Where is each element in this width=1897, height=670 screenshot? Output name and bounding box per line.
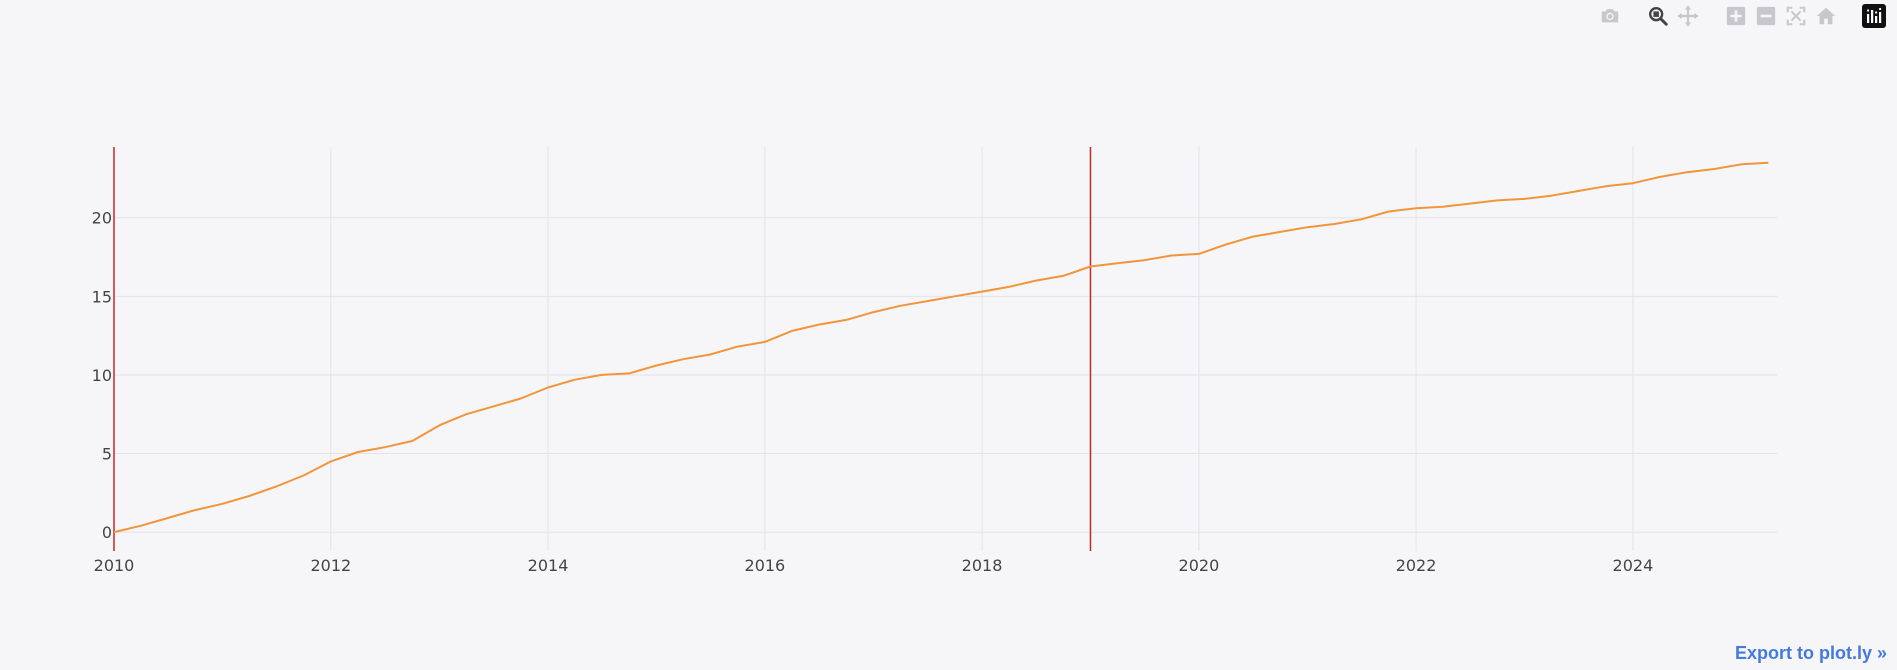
x-tick-label: 2016 [745, 556, 786, 575]
series-line[interactable] [113, 161, 1769, 534]
x-tick-label: 2012 [311, 556, 352, 575]
vertical-marker-lines [113, 147, 1092, 551]
y-tick-label: 20 [92, 209, 112, 228]
y-axis-tick-labels: 0 5 10 15 20 [92, 209, 112, 542]
autoscale-icon [1786, 6, 1806, 26]
download-png-button[interactable] [1595, 2, 1625, 30]
y-tick-label: 0 [102, 523, 112, 542]
zoom-out-icon [1756, 6, 1776, 26]
grid-lines [113, 147, 1777, 551]
export-to-plotly-link[interactable]: Export to plot.ly » [1734, 643, 1887, 663]
pan-icon [1677, 5, 1699, 27]
reset-axes-button[interactable] [1811, 2, 1841, 30]
zoom-button[interactable] [1643, 2, 1673, 30]
x-tick-label: 2018 [962, 556, 1003, 575]
modebar-group-zoom [1721, 2, 1841, 30]
plotly-logo-button[interactable] [1859, 2, 1889, 30]
autoscale-button[interactable] [1781, 2, 1811, 30]
camera-icon [1601, 9, 1619, 23]
pan-button[interactable] [1673, 2, 1703, 30]
zoom-icon [1649, 7, 1668, 26]
x-tick-label: 2010 [94, 556, 135, 575]
modebar-group-logo [1859, 2, 1889, 30]
series-layer[interactable] [113, 161, 1769, 534]
home-icon [1816, 7, 1836, 25]
x-tick-label: 2022 [1396, 556, 1437, 575]
y-tick-label: 15 [92, 287, 112, 306]
modebar [1577, 2, 1889, 30]
zoom-in-button[interactable] [1721, 2, 1751, 30]
zoom-in-icon [1726, 6, 1746, 26]
y-tick-label: 5 [102, 445, 112, 464]
x-axis-tick-labels: 2010 2012 2014 2016 2018 2020 2022 2024 [94, 556, 1654, 575]
plotly-logo-icon [1862, 4, 1886, 28]
modebar-group-export [1595, 2, 1625, 30]
zoom-out-button[interactable] [1751, 2, 1781, 30]
modebar-group-drag [1643, 2, 1703, 30]
x-tick-label: 2020 [1179, 556, 1220, 575]
y-tick-label: 10 [92, 366, 112, 385]
x-tick-label: 2024 [1613, 556, 1654, 575]
x-tick-label: 2014 [528, 556, 569, 575]
